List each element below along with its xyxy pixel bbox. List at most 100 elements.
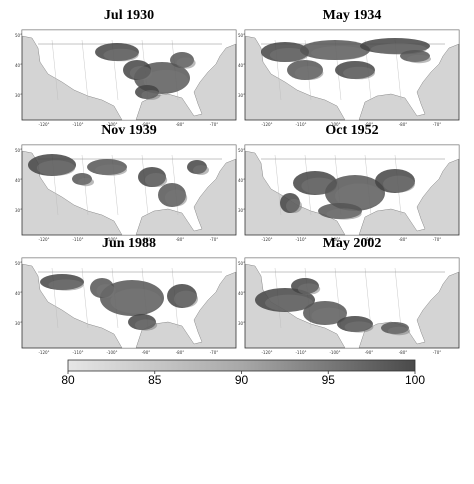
state-line <box>81 39 89 101</box>
lat-label: 40° <box>238 178 245 183</box>
drought-halo <box>269 48 309 62</box>
state-line <box>274 154 282 216</box>
lon-label: -70° <box>210 350 219 355</box>
map-panel: 50° 40° 30° -120° -110° -100° -90° -80° -70° <box>15 257 237 355</box>
lat-label: 30° <box>238 321 245 326</box>
panel-title: Nov 1939 <box>101 123 157 138</box>
map-panel: 50° 40° 30° -120° -110° -100° -90° -80° -70° <box>238 144 460 242</box>
drought-halo <box>343 66 375 80</box>
state-line <box>51 39 59 101</box>
map-panel: 50° 40° 30° -120° -110° -100° -90° -80° -70° <box>238 29 460 127</box>
drought-halo <box>48 279 84 291</box>
lon-label: -100° <box>329 350 340 355</box>
lon-label: -80° <box>399 237 408 242</box>
land <box>21 144 237 236</box>
lon-label: -80° <box>176 237 185 242</box>
lon-label: -70° <box>210 122 219 127</box>
lon-label: -120° <box>38 237 49 242</box>
lon-label: -120° <box>261 350 272 355</box>
lat-label: 50° <box>15 148 22 153</box>
drought-halo <box>129 66 153 80</box>
lat-label: 50° <box>15 33 22 38</box>
drought-halo <box>36 160 76 176</box>
lon-label: -80° <box>399 122 408 127</box>
lat-label: 50° <box>238 33 245 38</box>
lat-label: 40° <box>15 291 22 296</box>
panel-title: Oct 1952 <box>325 123 378 138</box>
drought-halo <box>383 175 415 193</box>
lon-label: -90° <box>365 122 374 127</box>
lat-label: 50° <box>238 148 245 153</box>
drought-halo <box>344 321 374 333</box>
drought-halo <box>103 48 139 62</box>
lat-label: 50° <box>238 261 245 266</box>
lon-label: -90° <box>142 350 151 355</box>
drought-halo <box>176 57 196 69</box>
drought-halo <box>326 208 362 220</box>
map-panel: 50° 40° 30° -120° -110° -100° -90° -80° -70° <box>15 144 237 242</box>
drought-halo <box>143 69 189 93</box>
lon-label: -100° <box>106 122 117 127</box>
lon-label: -110° <box>72 350 83 355</box>
panel-title: Jun 1988 <box>102 236 156 251</box>
lon-label: -110° <box>295 122 306 127</box>
lon-label: -110° <box>72 237 83 242</box>
lon-label: -80° <box>176 122 185 127</box>
state-line <box>81 267 89 329</box>
drought-halo <box>78 177 94 187</box>
drought-halo <box>387 326 411 336</box>
lon-label: -100° <box>106 350 117 355</box>
panel-title: May 1934 <box>323 8 382 23</box>
lon-label: -90° <box>142 122 151 127</box>
lon-label: -120° <box>38 122 49 127</box>
lat-label: 30° <box>238 93 245 98</box>
lon-label: -90° <box>142 237 151 242</box>
drought-halo <box>110 288 162 314</box>
lat-label: 40° <box>238 63 245 68</box>
lon-label: -90° <box>365 237 374 242</box>
panel-title: Jul 1930 <box>104 8 154 23</box>
lat-label: 30° <box>15 208 22 213</box>
lon-label: -120° <box>261 237 272 242</box>
lon-label: -110° <box>295 237 306 242</box>
lon-label: -120° <box>38 350 49 355</box>
drought-halo <box>174 290 198 308</box>
colorbar <box>67 359 416 372</box>
lon-label: -100° <box>329 122 340 127</box>
lat-label: 30° <box>15 321 22 326</box>
map-panel: 50° 40° 30° -120° -110° -100° -90° -80° -70° <box>238 257 460 355</box>
colorbar-tick-label: 90 <box>235 373 249 387</box>
lat-label: 40° <box>15 178 22 183</box>
colorbar-tick-label: 100 <box>405 373 425 387</box>
drought-halo <box>144 173 168 187</box>
lon-label: -70° <box>433 237 442 242</box>
lon-label: -80° <box>399 350 408 355</box>
lon-label: -70° <box>433 350 442 355</box>
lon-label: -70° <box>433 122 442 127</box>
drought-halo <box>141 90 161 100</box>
drought-halo <box>311 307 347 325</box>
state-line <box>364 267 372 329</box>
lon-label: -110° <box>72 122 83 127</box>
lon-label: -110° <box>295 350 306 355</box>
panel-title: May 2002 <box>323 236 382 251</box>
lat-label: 30° <box>238 208 245 213</box>
lon-label: -70° <box>210 237 219 242</box>
colorbar-tick-label: 80 <box>61 373 75 387</box>
drought-halo <box>134 319 158 331</box>
drought-halo <box>335 183 383 209</box>
lon-label: -100° <box>106 237 117 242</box>
state-line <box>394 267 402 329</box>
drought-halo <box>286 199 302 213</box>
lat-label: 30° <box>15 93 22 98</box>
lon-label: -90° <box>365 350 374 355</box>
lat-label: 40° <box>238 291 245 296</box>
drought-halo <box>297 283 321 295</box>
colorbar-tick-label: 95 <box>322 373 336 387</box>
colorbar-tick-label: 85 <box>148 373 162 387</box>
drought-halo <box>95 164 127 176</box>
drought-halo <box>311 46 367 60</box>
lon-label: -100° <box>329 237 340 242</box>
lat-label: 40° <box>15 63 22 68</box>
map-panel: 50° 40° 30° -120° -110° -100° -90° -80° -70° <box>15 29 237 127</box>
